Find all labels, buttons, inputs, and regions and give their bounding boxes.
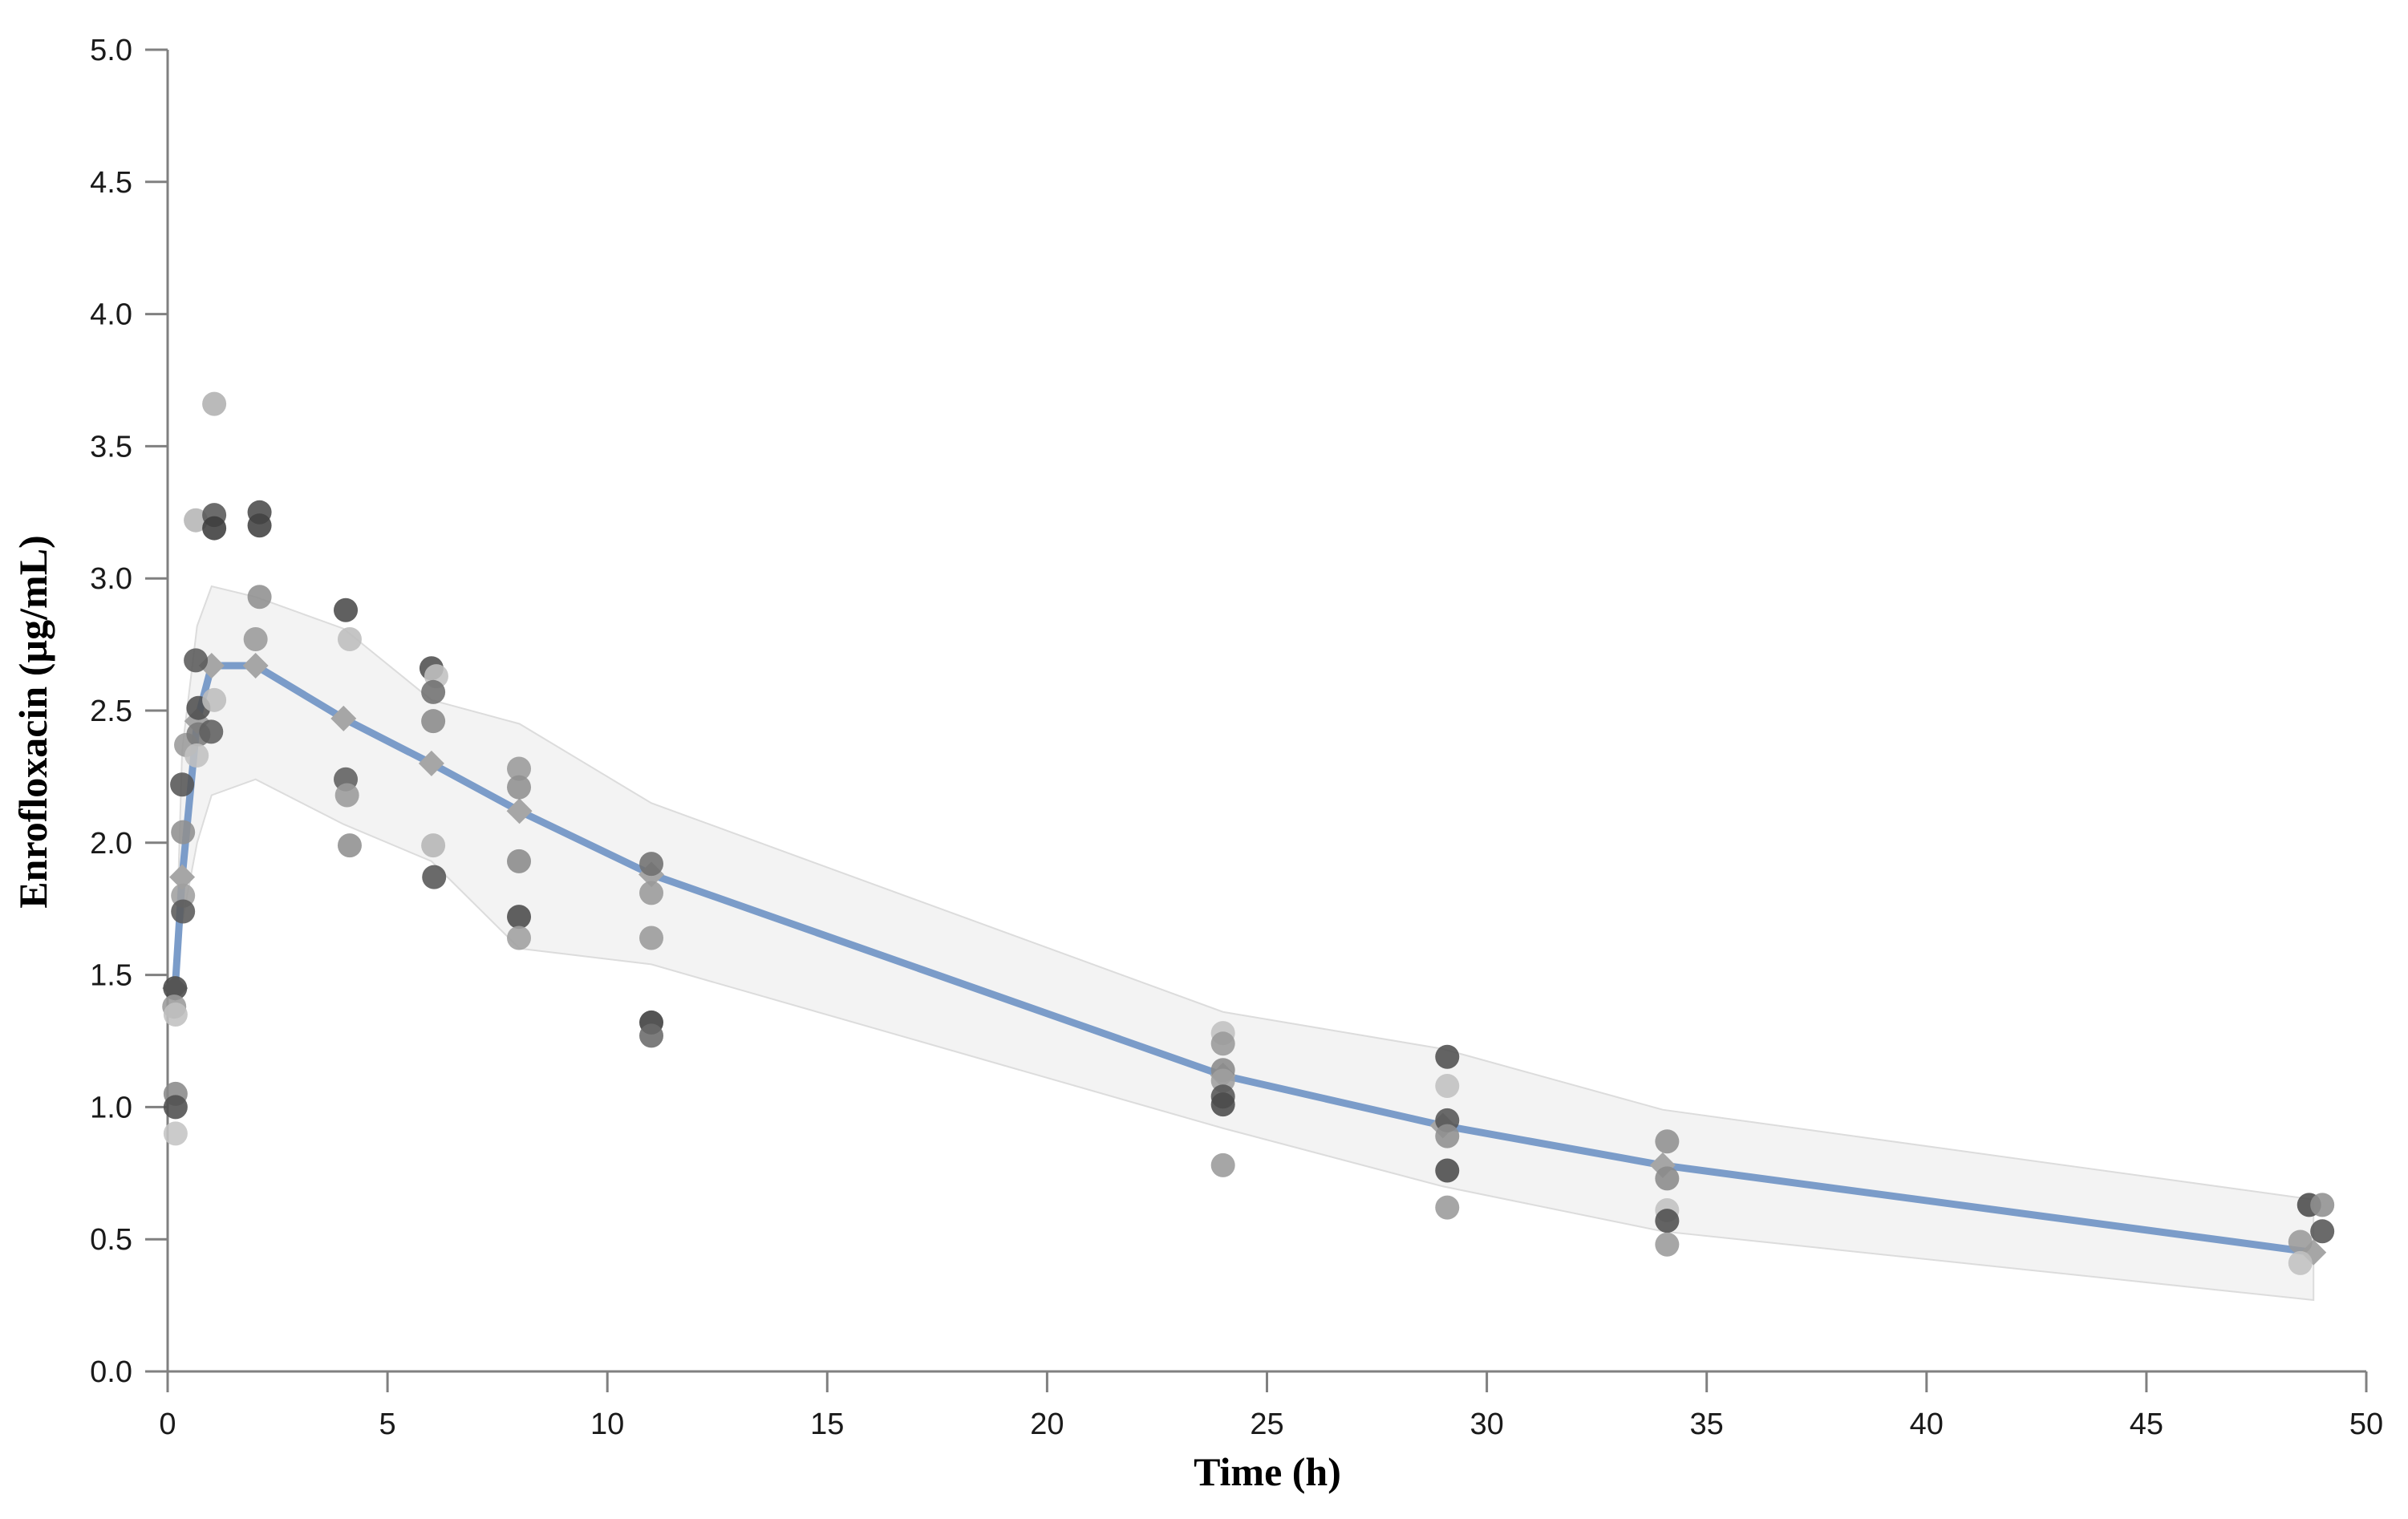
observed-point [163, 1095, 188, 1120]
observed-point [1655, 1129, 1680, 1154]
observed-point [421, 709, 446, 734]
mean-line-marker [506, 798, 533, 824]
observed-point [163, 976, 188, 1001]
observed-point [243, 627, 268, 652]
y-tick-label: 2.5 [90, 695, 132, 728]
observed-point [184, 508, 209, 533]
observed-point [202, 687, 227, 712]
mean-line-marker [418, 750, 444, 776]
observed-point [334, 783, 359, 808]
observed-point [1655, 1209, 1680, 1233]
observed-point [171, 820, 196, 845]
observed-point [1210, 1092, 1235, 1117]
observed-point [184, 648, 209, 673]
y-tick-label: 1.5 [90, 959, 132, 993]
observed-point [421, 833, 446, 858]
observed-point [1655, 1232, 1680, 1257]
observed-point [421, 679, 446, 704]
observed-point [247, 585, 272, 610]
observed-point [2288, 1229, 2313, 1254]
observed-point [334, 597, 359, 622]
observed-point [507, 905, 532, 930]
observed-point [163, 1121, 188, 1146]
x-tick-label: 15 [810, 1408, 844, 1441]
observed-point [507, 926, 532, 950]
mean-line-marker [242, 652, 269, 678]
tick-labels: 0.0 0.5 1.0 1.5 2.0 2.5 3.0 3.5 4.0 4.5 5.0 0 5 10 15 2… [90, 34, 2383, 1441]
x-tick-label: 20 [1030, 1408, 1064, 1441]
x-tick-label: 35 [1690, 1408, 1724, 1441]
y-tick-label: 0.5 [90, 1223, 132, 1257]
y-tick-label: 5.0 [90, 34, 132, 67]
observed-point [247, 513, 272, 538]
observed-point [639, 1023, 664, 1048]
observed-point [337, 833, 362, 858]
observed-point [639, 852, 664, 877]
observed-point [199, 719, 224, 744]
x-tick-label: 0 [159, 1408, 176, 1441]
observed-point [1435, 1195, 1460, 1220]
y-axis-title: Enrofloxacin (µg/mL) [10, 535, 55, 908]
y-tick-label: 1.0 [90, 1091, 132, 1124]
observed-point [1435, 1158, 1460, 1183]
observed-point [337, 627, 362, 652]
axes [145, 48, 2368, 1392]
y-tick-label: 4.5 [90, 166, 132, 200]
observed-point [507, 756, 532, 781]
observed-point [1210, 1031, 1235, 1056]
x-tick-label: 10 [590, 1408, 624, 1441]
y-tick-label: 2.0 [90, 827, 132, 861]
observed-point [170, 772, 195, 797]
observed-point [507, 849, 532, 873]
observed-point [1435, 1074, 1460, 1099]
observed-data-points [162, 391, 2335, 1275]
observed-point [2288, 1250, 2313, 1275]
x-tick-label: 45 [2130, 1408, 2163, 1441]
observed-point [202, 516, 227, 541]
observed-point [1210, 1152, 1235, 1177]
observed-point [202, 391, 227, 416]
observed-point [639, 881, 664, 905]
observed-point [2310, 1193, 2335, 1217]
x-tick-label: 5 [379, 1408, 396, 1441]
observed-point [2310, 1219, 2335, 1244]
y-tick-label: 0.0 [90, 1355, 132, 1389]
mean-line-marker [330, 705, 357, 731]
observed-point [184, 743, 209, 768]
y-tick-label: 3.0 [90, 562, 132, 596]
observed-point [422, 865, 447, 889]
observed-point [1435, 1044, 1460, 1069]
x-tick-label: 30 [1470, 1408, 1503, 1441]
observed-point [507, 775, 532, 800]
x-axis-title: Time (h) [1194, 1449, 1341, 1494]
x-tick-label: 40 [1910, 1408, 1944, 1441]
x-tick-label: 50 [2349, 1408, 2383, 1441]
x-tick-label: 25 [1250, 1408, 1283, 1441]
y-tick-label: 3.5 [90, 430, 132, 464]
observed-point [1435, 1124, 1460, 1148]
observed-point [1655, 1166, 1680, 1191]
observed-point [171, 899, 196, 924]
observed-point [639, 926, 664, 950]
mean-line-marker [169, 864, 196, 890]
prediction-band [174, 585, 2315, 1302]
observed-point [163, 1003, 188, 1027]
y-tick-label: 4.0 [90, 298, 132, 332]
